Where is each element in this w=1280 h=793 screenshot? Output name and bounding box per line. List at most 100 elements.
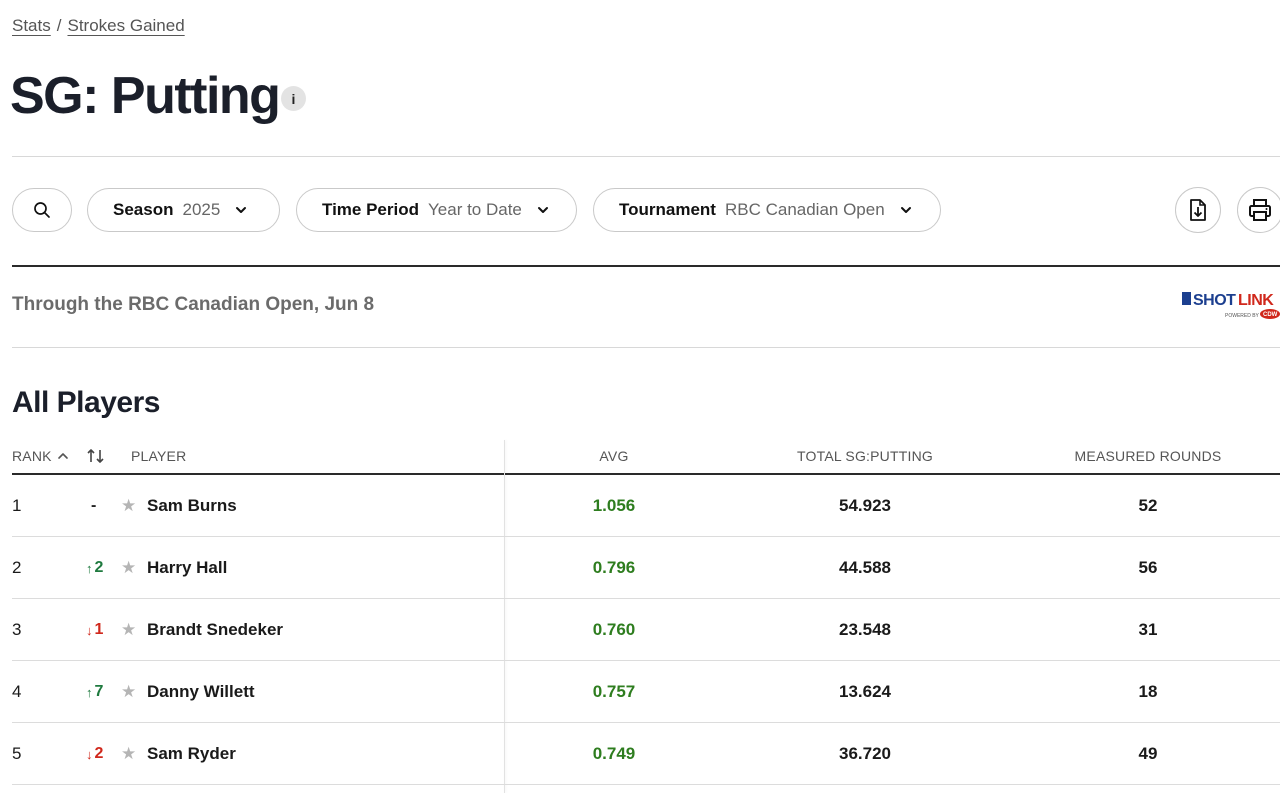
breadcrumb-strokes-gained-link[interactable]: Strokes Gained bbox=[67, 16, 185, 35]
search-button[interactable] bbox=[12, 188, 72, 232]
total-cell: 44.588 bbox=[839, 558, 891, 577]
page-title: SG: Putting bbox=[10, 67, 281, 125]
print-button[interactable] bbox=[1237, 187, 1280, 233]
rounds-column-header[interactable]: MEASURED ROUNDS bbox=[1074, 448, 1222, 464]
tournament-dropdown[interactable]: Tournament RBC Canadian Open bbox=[593, 188, 941, 232]
breadcrumb: Stats / Strokes Gained bbox=[12, 16, 185, 36]
row-divider bbox=[12, 536, 1280, 537]
rank-header-label: RANK bbox=[12, 448, 52, 464]
movement-value: 2 bbox=[94, 559, 104, 576]
arrow-up-icon: ↑ bbox=[86, 684, 93, 700]
favorite-star-icon[interactable]: ★ bbox=[121, 682, 137, 701]
movement-column-header[interactable] bbox=[86, 448, 106, 467]
rank-cell: 2 bbox=[12, 558, 22, 577]
rounds-cell: 56 bbox=[1138, 558, 1158, 577]
row-divider bbox=[12, 722, 1280, 723]
movement-cell: ↑ 7 bbox=[86, 661, 103, 723]
player-name[interactable]: Sam Ryder bbox=[147, 744, 236, 763]
chevron-down-icon bbox=[536, 203, 550, 217]
rank-cell: 1 bbox=[12, 496, 22, 515]
movement-cell: - bbox=[91, 475, 96, 537]
movement-value: 2 bbox=[94, 745, 104, 762]
rank-cell: 3 bbox=[12, 620, 22, 639]
info-icon[interactable]: i bbox=[281, 86, 306, 111]
divider bbox=[12, 156, 1280, 157]
favorite-star-icon[interactable]: ★ bbox=[121, 496, 137, 515]
svg-text:SHOT: SHOT bbox=[1193, 292, 1236, 309]
movement-cell: ↓ 1 bbox=[86, 599, 103, 661]
shotlink-logo: SHOT LINK POWERED BY CDW bbox=[1180, 289, 1280, 323]
total-cell: 54.923 bbox=[839, 496, 891, 515]
total-cell: 36.720 bbox=[839, 744, 891, 763]
movement-value: 7 bbox=[94, 683, 104, 700]
sort-arrows-icon bbox=[87, 449, 104, 463]
download-button[interactable] bbox=[1175, 187, 1221, 233]
rounds-cell: 52 bbox=[1138, 496, 1158, 515]
movement-value: 1 bbox=[94, 621, 104, 638]
movement-cell: ↓ 2 bbox=[86, 723, 103, 785]
movement-cell: ↑ 2 bbox=[86, 537, 103, 599]
movement-value: - bbox=[91, 497, 97, 514]
header-divider bbox=[12, 473, 1280, 475]
svg-text:CDW: CDW bbox=[1263, 312, 1278, 318]
time-period-label: Time Period bbox=[322, 200, 419, 219]
avg-cell: 1.056 bbox=[592, 496, 636, 515]
through-date-text: Through the RBC Canadian Open, Jun 8 bbox=[12, 294, 375, 315]
avg-cell: 0.757 bbox=[592, 682, 636, 701]
table-row: 1 - ★ Sam Burns 1.056 54.923 52 bbox=[0, 475, 1280, 537]
total-cell: 23.548 bbox=[839, 620, 891, 639]
row-divider bbox=[12, 784, 1280, 785]
svg-text:LINK: LINK bbox=[1238, 292, 1274, 309]
table-row: 5 ↓ 2 ★ Sam Ryder 0.749 36.720 49 bbox=[0, 723, 1280, 785]
shotlink-logo-graphic: SHOT LINK POWERED BY CDW bbox=[1182, 292, 1280, 319]
arrow-up-icon: ↑ bbox=[86, 560, 93, 576]
tournament-value: RBC Canadian Open bbox=[724, 200, 885, 219]
time-period-value: Year to Date bbox=[428, 200, 522, 219]
divider bbox=[12, 347, 1280, 348]
rounds-cell: 31 bbox=[1138, 620, 1158, 639]
table-row: 2 ↑ 2 ★ Harry Hall 0.796 44.588 56 bbox=[0, 537, 1280, 599]
season-dropdown[interactable]: Season 2025 bbox=[87, 188, 280, 232]
divider bbox=[12, 265, 1280, 267]
svg-text:POWERED BY: POWERED BY bbox=[1225, 313, 1260, 319]
favorite-star-icon[interactable]: ★ bbox=[121, 620, 137, 639]
player-name[interactable]: Harry Hall bbox=[147, 558, 228, 577]
printer-icon bbox=[1249, 199, 1271, 221]
column-divider bbox=[504, 440, 505, 793]
rank-cell: 5 bbox=[12, 744, 22, 763]
player-name[interactable]: Brandt Snedeker bbox=[147, 620, 284, 639]
player-name[interactable]: Danny Willett bbox=[147, 682, 255, 701]
search-icon bbox=[34, 202, 50, 218]
avg-cell: 0.749 bbox=[592, 744, 636, 763]
chevron-down-icon bbox=[234, 203, 248, 217]
favorite-star-icon[interactable]: ★ bbox=[121, 558, 137, 577]
season-label: Season bbox=[113, 200, 174, 219]
section-title: All Players bbox=[12, 386, 160, 419]
rank-column-header[interactable]: RANK bbox=[12, 448, 70, 464]
total-cell: 13.624 bbox=[839, 682, 891, 701]
table-row: 4 ↑ 7 ★ Danny Willett 0.757 13.624 18 bbox=[0, 661, 1280, 723]
avg-cell: 0.760 bbox=[592, 620, 636, 639]
arrow-down-icon: ↓ bbox=[86, 746, 93, 762]
arrow-down-icon: ↓ bbox=[86, 622, 93, 638]
chevron-down-icon bbox=[899, 203, 913, 217]
breadcrumb-separator: / bbox=[56, 16, 62, 35]
download-icon bbox=[1190, 199, 1206, 221]
tournament-label: Tournament bbox=[619, 200, 716, 219]
avg-column-header[interactable]: AVG bbox=[599, 448, 629, 464]
row-divider bbox=[12, 660, 1280, 661]
table-row: 3 ↓ 1 ★ Brandt Snedeker 0.760 23.548 31 bbox=[0, 599, 1280, 661]
player-name[interactable]: Sam Burns bbox=[147, 496, 237, 515]
avg-cell: 0.796 bbox=[592, 558, 636, 577]
favorite-star-icon[interactable]: ★ bbox=[121, 744, 137, 763]
breadcrumb-stats-link[interactable]: Stats bbox=[12, 16, 51, 35]
rounds-cell: 49 bbox=[1138, 744, 1158, 763]
total-column-header[interactable]: TOTAL SG:PUTTING bbox=[797, 448, 933, 464]
sort-ascending-icon bbox=[57, 453, 68, 459]
player-column-header[interactable]: PLAYER bbox=[131, 448, 187, 464]
rounds-cell: 18 bbox=[1138, 682, 1158, 701]
rank-cell: 4 bbox=[12, 682, 22, 701]
time-period-dropdown[interactable]: Time Period Year to Date bbox=[296, 188, 577, 232]
season-value: 2025 bbox=[182, 200, 221, 219]
row-divider bbox=[12, 598, 1280, 599]
